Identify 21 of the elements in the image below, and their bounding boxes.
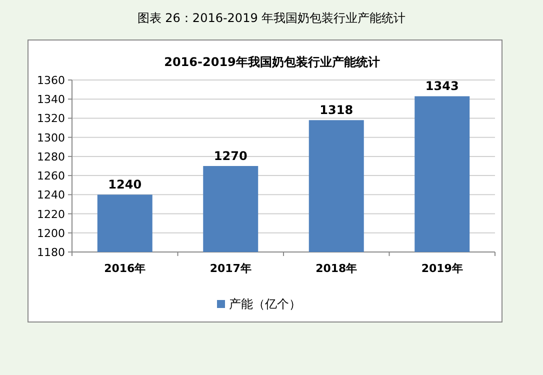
- y-tick-label: 1280: [37, 150, 65, 164]
- data-label: 1240: [108, 178, 142, 192]
- y-tick-label: 1260: [37, 170, 65, 183]
- data-label: 1343: [425, 79, 459, 94]
- annotation: 图表 26：2016-2019 年我国奶包装行业产能统计: [137, 11, 406, 25]
- legend-label: 产能（亿个）: [229, 297, 301, 311]
- x-tick-label: 2019年: [421, 262, 463, 275]
- y-tick-label: 1200: [37, 226, 65, 240]
- y-tick-label: 1320: [37, 112, 65, 126]
- y-tick-label: 1360: [37, 74, 65, 87]
- y-tick-label: 1180: [37, 246, 65, 259]
- data-label: 1318: [320, 103, 354, 118]
- chart-title: 2016-2019年我国奶包装行业产能统计: [164, 55, 380, 69]
- x-tick-label: 2016年: [104, 262, 146, 275]
- y-tick-label: 1300: [37, 131, 65, 144]
- y-tick-label: 1340: [37, 93, 65, 106]
- x-tick-label: 2018年: [316, 262, 358, 275]
- y-tick-label: 1220: [37, 208, 65, 221]
- y-tick-label: 1240: [37, 188, 65, 202]
- x-tick-label: 2017年: [210, 262, 252, 275]
- data-label: 1270: [214, 149, 248, 163]
